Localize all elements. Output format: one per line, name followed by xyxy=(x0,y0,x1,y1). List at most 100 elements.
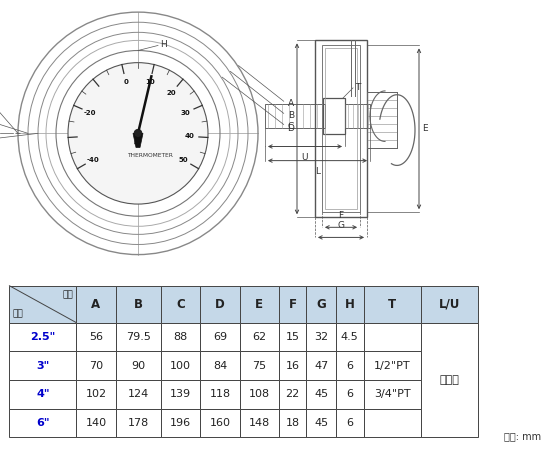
Bar xyxy=(76,409,116,437)
Text: 1/2"PT: 1/2"PT xyxy=(374,361,410,370)
Bar xyxy=(116,323,161,351)
Bar xyxy=(161,409,200,437)
Text: 尺寸: 尺寸 xyxy=(63,290,73,299)
Bar xyxy=(325,48,357,209)
Text: T: T xyxy=(388,298,396,311)
Bar xyxy=(306,286,336,323)
Text: 62: 62 xyxy=(252,332,266,342)
Text: 178: 178 xyxy=(128,418,149,428)
Text: C: C xyxy=(176,298,185,311)
Bar xyxy=(336,380,364,409)
Bar xyxy=(364,409,421,437)
Bar xyxy=(364,286,421,323)
Bar xyxy=(364,351,421,380)
Text: 139: 139 xyxy=(170,389,191,399)
Text: 32: 32 xyxy=(314,332,328,342)
Bar xyxy=(200,286,240,323)
Text: 10: 10 xyxy=(145,79,155,85)
Text: D: D xyxy=(215,298,225,311)
Text: 40: 40 xyxy=(185,133,195,139)
Bar xyxy=(421,323,477,437)
Text: 20: 20 xyxy=(167,90,176,96)
Text: G: G xyxy=(338,221,344,230)
Text: 30: 30 xyxy=(181,110,191,115)
Bar xyxy=(76,351,116,380)
Text: 118: 118 xyxy=(210,389,230,399)
Text: E: E xyxy=(255,298,263,311)
Text: 4": 4" xyxy=(36,389,50,399)
Text: F: F xyxy=(338,211,344,220)
Text: 69: 69 xyxy=(213,332,227,342)
Text: 84: 84 xyxy=(213,361,227,370)
Text: 79.5: 79.5 xyxy=(126,332,151,342)
Text: 56: 56 xyxy=(89,332,103,342)
Text: U: U xyxy=(302,153,308,162)
Bar xyxy=(116,409,161,437)
Bar xyxy=(336,323,364,351)
Text: A: A xyxy=(288,98,294,108)
Circle shape xyxy=(68,62,208,204)
Text: 140: 140 xyxy=(85,418,107,428)
Bar xyxy=(279,409,306,437)
Text: 47: 47 xyxy=(314,361,328,370)
Text: 100: 100 xyxy=(170,361,191,370)
Bar xyxy=(336,286,364,323)
Bar xyxy=(116,286,161,323)
Text: 102: 102 xyxy=(85,389,107,399)
Bar xyxy=(116,351,161,380)
Bar xyxy=(9,409,76,437)
Text: 15: 15 xyxy=(285,332,300,342)
Text: 148: 148 xyxy=(249,418,270,428)
Bar xyxy=(306,351,336,380)
Text: 依指定: 依指定 xyxy=(439,375,459,385)
Bar xyxy=(161,380,200,409)
Bar xyxy=(240,323,279,351)
Bar xyxy=(76,323,116,351)
Bar xyxy=(306,409,336,437)
Text: 160: 160 xyxy=(210,418,230,428)
Bar xyxy=(315,40,367,217)
Text: G: G xyxy=(316,298,326,311)
Bar xyxy=(240,380,279,409)
Polygon shape xyxy=(133,133,143,147)
Bar xyxy=(161,286,200,323)
Text: 6: 6 xyxy=(346,361,353,370)
Bar xyxy=(421,286,477,323)
Bar xyxy=(279,380,306,409)
Text: A: A xyxy=(91,298,101,311)
Text: 108: 108 xyxy=(249,389,270,399)
Text: H: H xyxy=(345,298,355,311)
Text: 22: 22 xyxy=(285,389,300,399)
Text: 88: 88 xyxy=(173,332,188,342)
Bar xyxy=(161,323,200,351)
Text: 45: 45 xyxy=(314,389,328,399)
Text: 錶徑: 錶徑 xyxy=(13,309,23,318)
Text: 6": 6" xyxy=(36,418,50,428)
Bar xyxy=(200,323,240,351)
Bar xyxy=(200,351,240,380)
Text: 3": 3" xyxy=(36,361,50,370)
Bar xyxy=(76,286,116,323)
Text: 50: 50 xyxy=(178,157,188,163)
Bar xyxy=(306,380,336,409)
Text: H: H xyxy=(160,40,167,49)
Text: 6: 6 xyxy=(346,418,353,428)
Bar xyxy=(9,286,76,323)
Bar xyxy=(240,286,279,323)
Text: 6: 6 xyxy=(346,389,353,399)
Text: -20: -20 xyxy=(84,110,96,115)
Text: 196: 196 xyxy=(170,418,191,428)
Text: 2.5": 2.5" xyxy=(30,332,56,342)
Bar xyxy=(161,351,200,380)
Bar xyxy=(240,409,279,437)
Text: 45: 45 xyxy=(314,418,328,428)
Text: L: L xyxy=(315,167,320,176)
Bar xyxy=(279,323,306,351)
Bar xyxy=(265,104,325,128)
Text: B: B xyxy=(288,110,294,120)
Bar xyxy=(336,351,364,380)
Bar xyxy=(364,323,421,351)
Text: 4.5: 4.5 xyxy=(341,332,359,342)
Text: L/U: L/U xyxy=(438,298,460,311)
Bar xyxy=(364,380,421,409)
